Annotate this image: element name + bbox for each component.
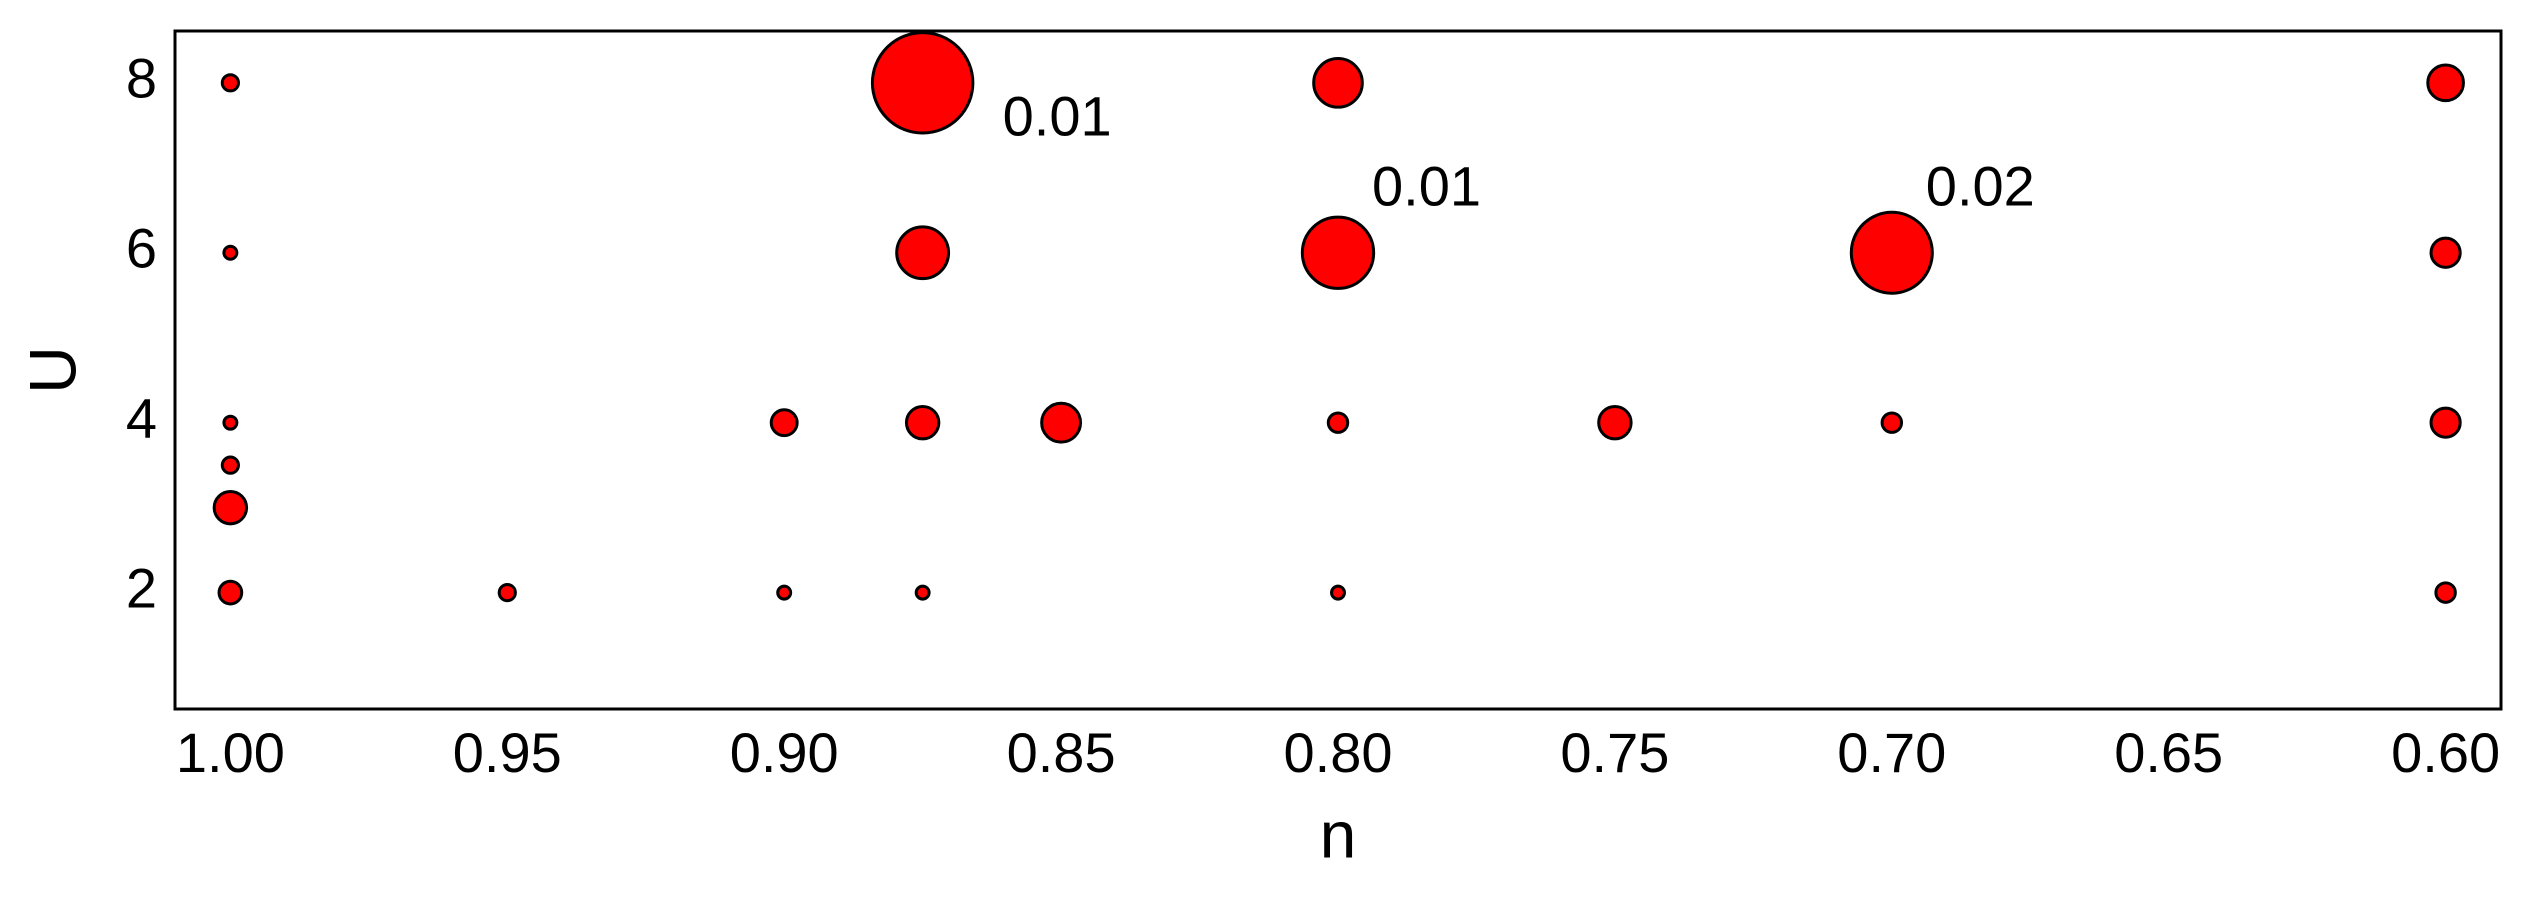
bubble (220, 73, 240, 93)
bubble (2426, 63, 2465, 103)
bubble (1597, 404, 1633, 441)
bubble (776, 584, 793, 601)
bubble (1330, 584, 1346, 601)
annotation: 0.02 (1926, 155, 2035, 218)
bubble (1326, 411, 1350, 434)
y-tick-label: 8 (126, 47, 157, 110)
y-axis-label: U (15, 346, 89, 394)
x-tick-label: 0.90 (730, 721, 839, 784)
bubble (769, 408, 799, 438)
bubble (222, 244, 239, 261)
bubble (895, 225, 951, 281)
bubble (2434, 581, 2457, 604)
bubble (497, 583, 517, 603)
y-tick-label: 6 (126, 217, 157, 280)
bubble (217, 579, 244, 606)
x-tick-label: 0.65 (2114, 721, 2223, 784)
y-tick-label: 2 (126, 556, 157, 619)
y-tick-label: 4 (126, 386, 157, 449)
bubble (1040, 401, 1083, 444)
bubble (222, 414, 239, 431)
bubble (1300, 215, 1376, 290)
bubble (220, 455, 240, 475)
x-tick-label: 0.80 (1284, 721, 1393, 784)
bubble (914, 584, 931, 601)
x-axis-label: n (1320, 797, 1357, 871)
bubble (1312, 57, 1364, 109)
x-tick-label: 1.00 (176, 721, 285, 784)
annotation: 0.01 (1372, 155, 1481, 218)
x-tick-label: 0.70 (1837, 721, 1946, 784)
bubble (2429, 236, 2462, 269)
bubble (1849, 210, 1934, 295)
bubble (904, 404, 941, 441)
bubble (1880, 411, 1904, 434)
x-tick-label: 0.95 (453, 721, 562, 784)
annotation: 0.01 (1003, 85, 1112, 148)
x-tick-label: 0.75 (1560, 721, 1669, 784)
bubble (2429, 406, 2462, 439)
plot-frame (173, 29, 2503, 711)
bubble (870, 31, 975, 135)
x-tick-label: 0.85 (1007, 721, 1116, 784)
bubble (212, 489, 249, 526)
x-tick-label: 0.60 (2391, 721, 2500, 784)
